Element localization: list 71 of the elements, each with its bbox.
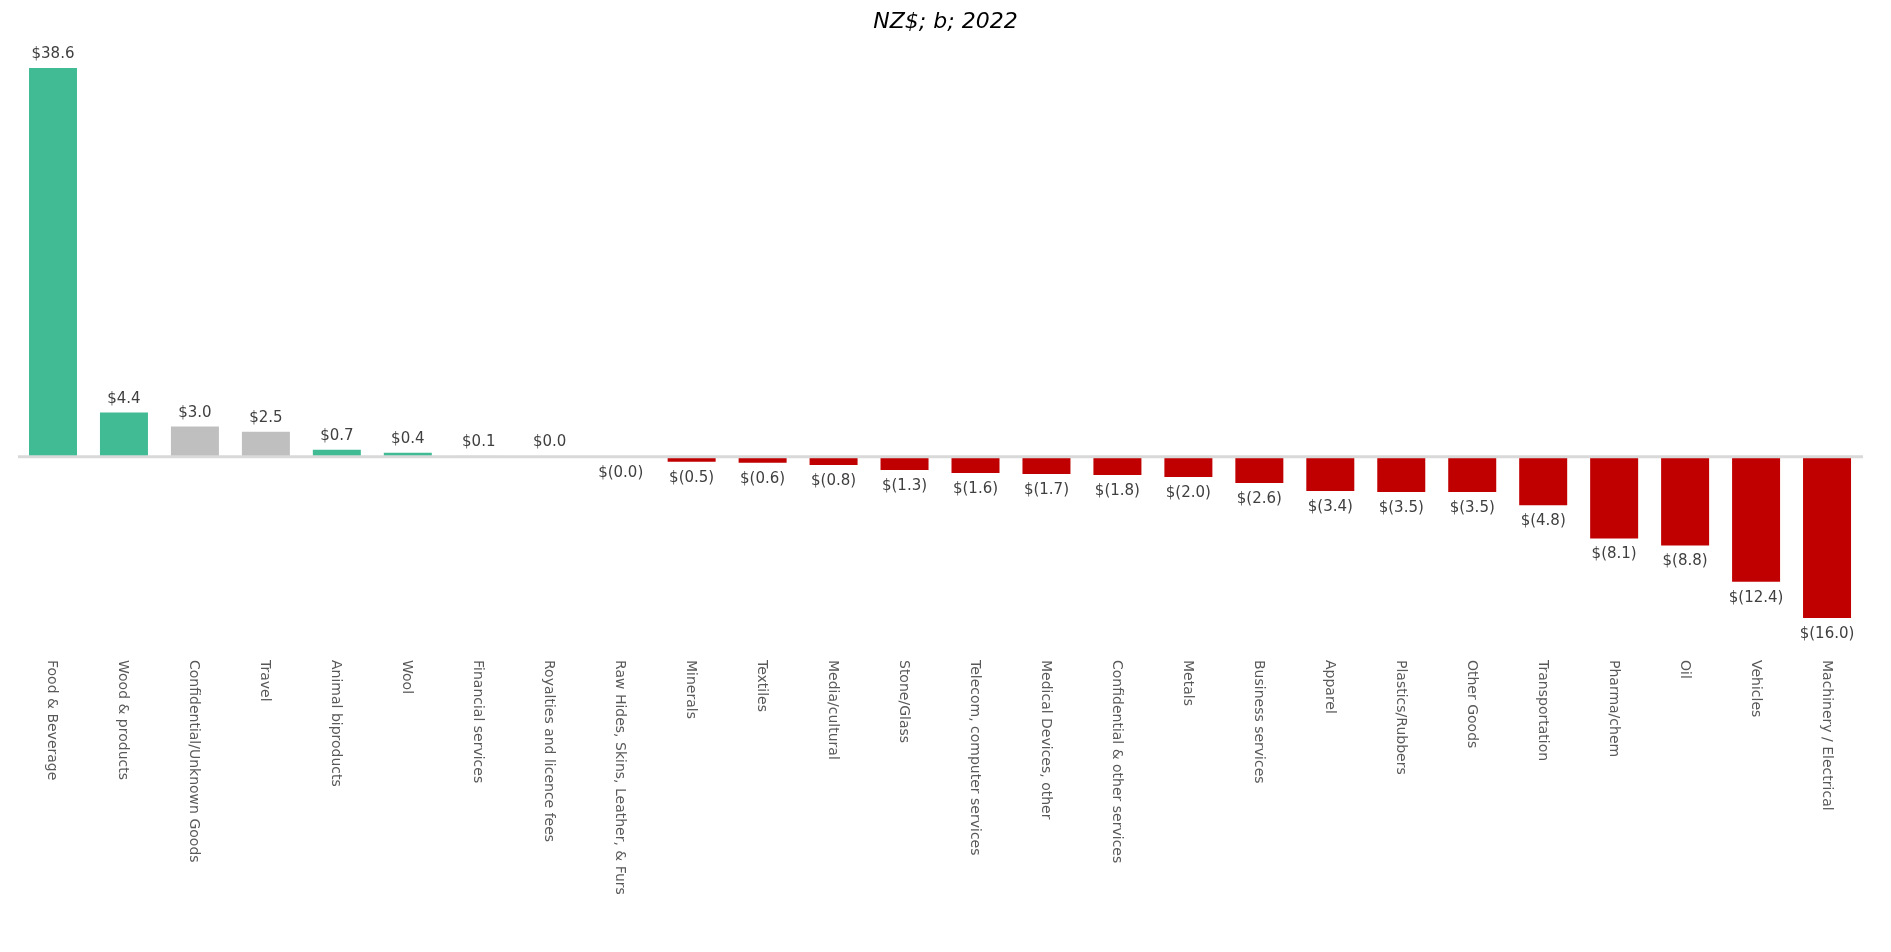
bar: [1803, 456, 1852, 618]
x-tick-label: Confidential/Unknown Goods: [187, 660, 204, 863]
bar: [1235, 456, 1284, 484]
data-label: $(0.6): [740, 468, 786, 487]
x-tick-label: Raw Hides, Skins, Leather, & Furs: [613, 660, 630, 895]
data-label: $0.7: [320, 425, 354, 444]
x-tick-label: Royalties and licence fees: [542, 660, 559, 843]
x-tick-label: Wood & products: [116, 660, 133, 780]
x-tick-label: Transportation: [1535, 659, 1552, 762]
x-tick-label: Stone/Glass: [897, 660, 914, 744]
bar: [1306, 456, 1355, 492]
x-tick-label: Other Goods: [1464, 660, 1481, 749]
x-tick-label: Media/cultural: [826, 660, 843, 760]
bar: [1732, 456, 1781, 582]
x-tick-label: Vehicles: [1748, 660, 1765, 718]
data-label: $(8.8): [1662, 551, 1708, 570]
x-tick-label: Plastics/Rubbers: [1393, 660, 1410, 775]
bar: [241, 431, 290, 457]
data-label: $(2.6): [1236, 489, 1282, 508]
data-label: $38.6: [31, 44, 75, 62]
data-label: $2.5: [249, 407, 283, 426]
x-tick-label: Wool: [400, 660, 417, 695]
data-label: $(12.4): [1728, 587, 1784, 606]
data-label: $(1.7): [1023, 479, 1070, 498]
bar: [1377, 456, 1426, 493]
data-label: $(0.0): [598, 463, 644, 482]
data-label: $(3.5): [1449, 498, 1495, 517]
data-label: $(1.6): [952, 478, 999, 497]
data-label: $(0.5): [669, 467, 715, 486]
x-tick-label: Minerals: [684, 660, 701, 719]
x-tick-label: Apparel: [1322, 660, 1339, 714]
x-tick-label: Pharma/chem: [1606, 660, 1623, 758]
chart-title: NZ$; b; 2022: [872, 8, 1019, 35]
bar: [1093, 456, 1142, 475]
data-label: $(16.0): [1799, 624, 1855, 642]
x-tick-label: Metals: [1180, 660, 1197, 706]
bar: [1661, 456, 1710, 546]
data-label: $3.0: [178, 402, 212, 421]
x-tick-label: Financial services: [471, 660, 488, 784]
x-tick-label: Machinery / Electrical: [1819, 660, 1836, 811]
data-label: $(1.3): [881, 475, 928, 494]
data-label: $(0.8): [811, 470, 857, 489]
x-tick-label: Business services: [1251, 660, 1268, 784]
bar: [99, 412, 148, 457]
data-label: $0.4: [391, 428, 425, 447]
bar: [170, 426, 219, 457]
x-tick-label: Travel: [258, 659, 275, 702]
bar: [951, 456, 1000, 473]
data-label: $(4.8): [1520, 511, 1566, 530]
bar: [1448, 456, 1497, 493]
data-label: $(2.0): [1165, 482, 1211, 501]
data-label: $(3.5): [1378, 498, 1424, 517]
bar: [1590, 456, 1639, 539]
x-tick-label: Telecom, computer services: [967, 659, 984, 856]
x-tick-label: Textiles: [755, 659, 772, 713]
bar: [1022, 456, 1071, 474]
bar: [1519, 456, 1568, 506]
data-label: $(8.1): [1591, 544, 1637, 563]
x-tick-label: Oil: [1677, 660, 1694, 679]
data-label: $0.1: [462, 431, 496, 450]
data-label: $0.0: [533, 432, 567, 451]
x-tick-label: Confidential & other services: [1109, 660, 1126, 864]
x-tick-label: Medical Devices, other: [1038, 660, 1055, 820]
x-tick-label: Food & Beverage: [45, 660, 62, 781]
bar: [880, 456, 929, 470]
data-label: $(1.8): [1094, 480, 1140, 499]
bar: [1164, 456, 1213, 477]
x-tick-label: Animal biproducts: [329, 660, 346, 787]
data-label: $(3.4): [1307, 497, 1353, 516]
bar: [29, 68, 77, 457]
data-label: $4.4: [107, 388, 141, 407]
